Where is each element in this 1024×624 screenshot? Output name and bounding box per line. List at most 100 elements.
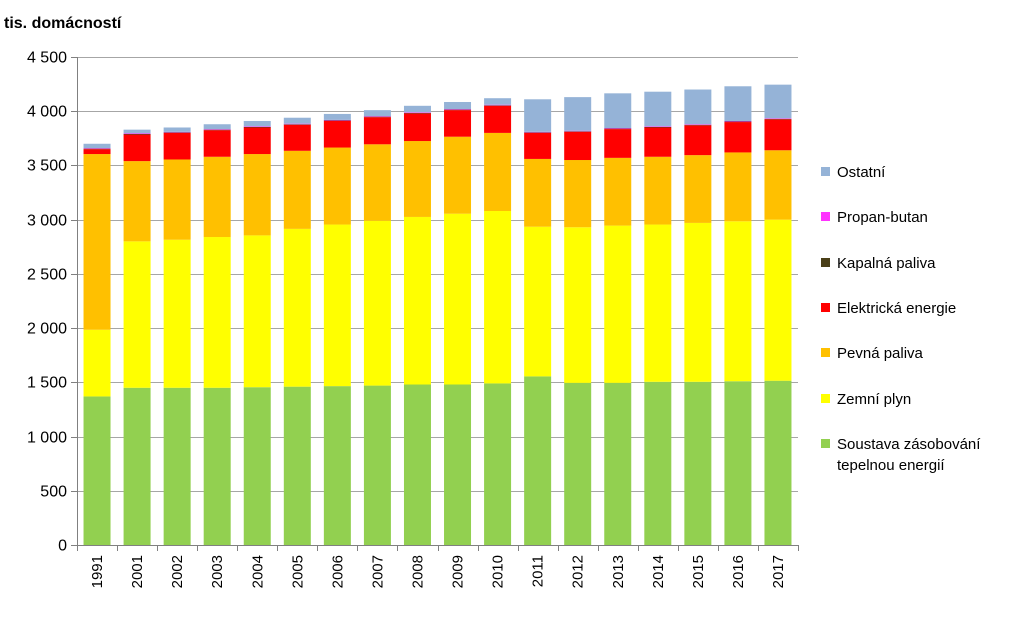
bar-segment [524,376,552,545]
x-tick-label: 2004 [249,555,266,588]
bar-segment [604,225,632,383]
y-tick-label: 3 500 [27,158,67,175]
bar-segment [243,235,271,388]
legend-swatch [821,348,830,357]
bar-segment [764,219,792,381]
y-tick-label: 500 [40,484,67,501]
bar-segment [484,210,512,384]
bar-segment [564,382,592,545]
bar-segment [444,102,472,110]
bar-segment [604,129,632,158]
bar-segment [203,237,231,388]
bar-segment [444,213,472,385]
bar-segment [684,222,712,382]
legend-label: Propan-butan [837,209,928,226]
bar-segment [684,155,712,223]
x-tick-label: 2011 [530,555,547,587]
bars [83,84,792,545]
bar-segment [524,158,552,227]
x-tick-label: 2005 [289,555,306,588]
bar-segment [163,132,191,133]
legend-item: Soustava zásobování tepelnou energií [821,436,981,474]
bar-segment [203,129,231,131]
legend-item: Ostatní [821,164,886,181]
legend-label: tepelnou energií [837,457,945,474]
bar-segment [283,228,311,387]
bar-segment [564,130,592,132]
bar-segment [684,125,712,156]
bar-segment [83,396,111,545]
y-tick-label: 1 500 [27,375,67,392]
bar-segment [444,110,472,137]
bar-segment [203,124,231,130]
bar-segment [444,109,472,110]
y-tick-label: 3 000 [27,213,67,230]
bar-segment [724,221,752,382]
bar-segment [363,385,391,545]
bar-segment [764,118,792,119]
bar-segment [764,119,792,151]
legend-label: Ostatní [837,164,886,181]
bar-segment [83,154,111,330]
bar-segment [283,123,311,125]
legend-swatch [821,394,830,403]
bar-segment [764,380,792,545]
legend-label: Kapalná paliva [837,255,936,272]
bar-segment [243,154,271,236]
bar-segment [323,120,351,121]
bar-segment [283,117,311,124]
bar-segment [123,161,151,242]
bar-segment [323,386,351,545]
legend-label: Soustava zásobování [837,436,981,453]
bar-segment [363,220,391,386]
bar-segment [163,127,191,132]
bar-segment [684,124,712,126]
legend-item: Elektrická energie [821,300,956,317]
bar-segment [403,113,431,142]
bar-segment [283,124,311,125]
bar-segment [724,86,752,121]
bar-segment [283,124,311,151]
legend-swatch [821,167,830,176]
bar-segment [163,239,191,388]
bar-segment [444,136,472,214]
x-tick-label: 2003 [209,555,226,588]
legend-item: Zemní plyn [821,391,911,408]
bar-segment [403,384,431,545]
bar-segment [243,127,271,155]
x-tick-label: 2014 [650,555,667,588]
bar-segment [724,120,752,122]
bar-segment [604,382,632,545]
bar-segment [203,387,231,545]
bar-segment [403,141,431,217]
bar-segment [724,152,752,222]
y-tick-label: 4 500 [27,50,67,67]
x-tick-label: 2006 [329,555,346,588]
bar-segment [724,122,752,153]
x-tick-label: 2013 [610,555,627,588]
legend-swatch [821,439,830,448]
legend-label: Elektrická energie [837,300,956,317]
bar-segment [764,150,792,220]
bar-segment [484,132,512,211]
legend-label: Zemní plyn [837,391,911,408]
bar-segment [243,387,271,545]
legend-swatch [821,258,830,267]
bar-segment [644,224,672,382]
bar-segment [363,144,391,221]
bar-segment [644,126,672,128]
axes: 0 500 1 000 1 500 2 000 2 500 3 000 3 500 4 000 4… [27,50,799,588]
legend-swatch [821,303,830,312]
bar-segment [684,124,712,125]
bar-segment [484,383,512,545]
bar-segment [403,216,431,385]
bar-segment [764,84,792,119]
bar-segment [243,126,271,127]
bar-segment [123,241,151,388]
bar-segment [363,116,391,118]
x-tick-label: 2012 [570,555,587,588]
bar-segment [564,97,592,131]
bar-segment [83,329,111,397]
bar-segment [724,121,752,123]
